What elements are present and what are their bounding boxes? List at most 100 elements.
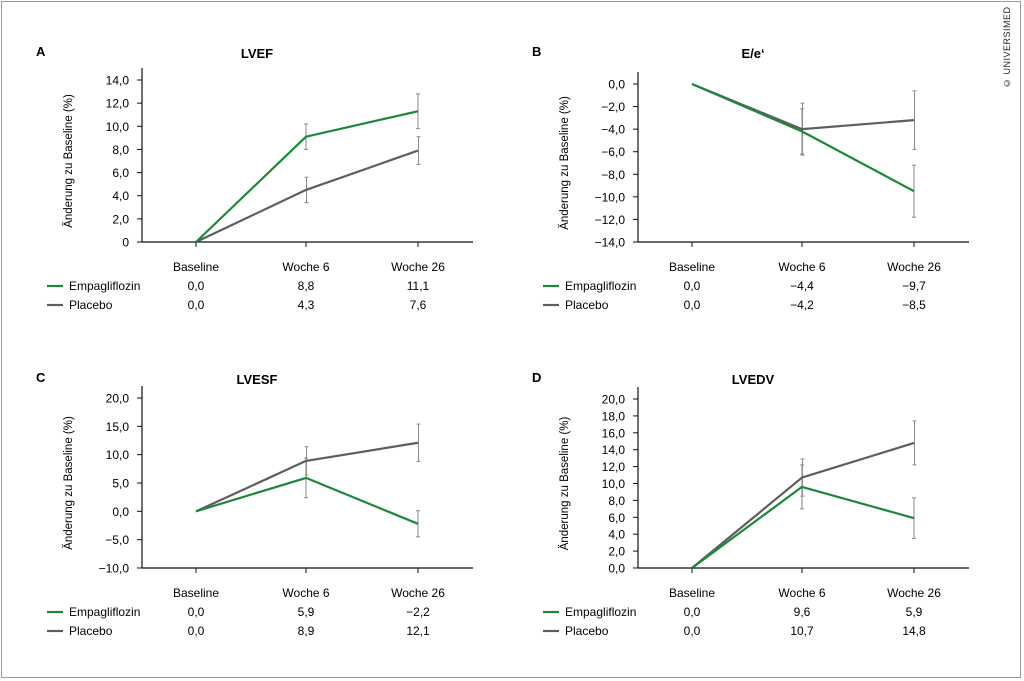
chart-panel-a: A LVEF Änderung zu Baseline (%) 0 2,0 4,0 6,0 8…: [36, 44, 473, 312]
table-value: −4,4: [790, 279, 814, 293]
x-tick-label: Woche 6: [778, 586, 825, 600]
y-tick-label: 12,0: [106, 97, 130, 111]
y-tick-label: 0: [122, 236, 129, 250]
series-line-empagliflozin: [691, 82, 915, 193]
y-axis-label: Änderung zu Baseline (%): [63, 94, 75, 228]
chart-title: LVEF: [241, 46, 273, 61]
legend-label: Placebo: [565, 624, 609, 638]
legend-label: Placebo: [69, 624, 113, 638]
table-value: 8,9: [298, 624, 315, 638]
y-tick-label: 15,0: [106, 420, 130, 434]
table-value: 5,9: [298, 605, 315, 619]
x-tick-label: Woche 26: [887, 260, 941, 274]
table-value: 5,9: [906, 605, 923, 619]
y-tick-label: 12,0: [602, 460, 626, 474]
y-tick-label: −8,0: [601, 168, 625, 182]
y-tick-label: 2,0: [608, 545, 625, 559]
x-tick-label: Baseline: [669, 586, 715, 600]
table-value: 0,0: [684, 624, 701, 638]
legend-label: Empagliflozin: [565, 605, 636, 619]
table-value: 0,0: [188, 624, 205, 638]
series-line-placebo: [195, 441, 419, 513]
table-value: 0,0: [188, 279, 205, 293]
y-tick-label: 18,0: [602, 409, 626, 423]
table-value: 8,8: [298, 279, 315, 293]
y-tick-label: 20,0: [106, 392, 130, 406]
legend-label: Placebo: [565, 298, 609, 312]
table-value: −4,2: [790, 298, 814, 312]
table-value: 9,6: [794, 605, 811, 619]
y-tick-label: 8,0: [112, 143, 129, 157]
x-tick-label: Woche 6: [282, 260, 329, 274]
table-value: 7,6: [410, 298, 427, 312]
chart-panel-c: C LVESF Änderung zu Baseline (%) −10,0 −5,0 0…: [36, 370, 473, 638]
x-tick-label: Woche 6: [778, 260, 825, 274]
y-axis-label: Änderung zu Baseline (%): [559, 417, 571, 551]
panel-letter: C: [36, 370, 46, 385]
y-tick-label: −5,0: [105, 533, 129, 547]
table-value: 0,0: [188, 298, 205, 312]
series-line-empagliflozin: [195, 110, 419, 243]
panel-letter: A: [36, 44, 46, 59]
x-tick-label: Woche 26: [887, 586, 941, 600]
x-tick-label: Woche 26: [391, 260, 445, 274]
x-tick-label: Woche 6: [282, 586, 329, 600]
y-tick-label: −6,0: [601, 145, 625, 159]
y-tick-label: −10,0: [595, 190, 626, 204]
chart-title: LVESF: [237, 372, 278, 387]
y-tick-label: 10,0: [602, 477, 626, 491]
y-tick-label: 0,0: [608, 562, 625, 576]
x-tick-label: Baseline: [173, 260, 219, 274]
y-tick-label: 8,0: [608, 494, 625, 508]
y-tick-label: 6,0: [608, 511, 625, 525]
y-tick-label: 5,0: [112, 477, 129, 491]
y-tick-label: 14,0: [602, 443, 626, 457]
table-value: −9,7: [902, 279, 926, 293]
series-line-placebo: [691, 441, 915, 569]
y-tick-label: 14,0: [106, 74, 130, 88]
x-tick-label: Baseline: [669, 260, 715, 274]
y-tick-label: −14,0: [595, 236, 626, 250]
series-line-empagliflozin: [691, 485, 915, 569]
table-value: 12,1: [406, 624, 430, 638]
table-value: 14,8: [902, 624, 926, 638]
chart-panel-b: B E/e‘ Änderung zu Baseline (%) −14,0 −12,0 −…: [532, 44, 969, 312]
y-axis-label: Änderung zu Baseline (%): [559, 96, 571, 230]
y-tick-label: 6,0: [112, 166, 129, 180]
y-tick-label: 10,0: [106, 448, 130, 462]
y-tick-label: −10,0: [99, 562, 130, 576]
chart-panel-d: D LVEDV Änderung zu Baseline (%) 0,0 2,0 4,0 6…: [532, 370, 969, 638]
table-value: 0,0: [684, 279, 701, 293]
y-tick-label: 0,0: [608, 78, 625, 92]
table-value: 0,0: [684, 605, 701, 619]
y-tick-label: −2,0: [601, 100, 625, 114]
series-line-placebo: [195, 149, 419, 243]
y-tick-label: 20,0: [602, 393, 626, 407]
y-tick-label: 4,0: [608, 528, 625, 542]
y-tick-label: 2,0: [112, 212, 129, 226]
y-tick-label: −4,0: [601, 123, 625, 137]
table-value: 0,0: [188, 605, 205, 619]
chart-title: LVEDV: [732, 372, 775, 387]
table-value: 11,1: [407, 279, 430, 293]
table-value: −2,2: [406, 605, 430, 619]
legend-label: Empagliflozin: [69, 279, 140, 293]
legend-label: Empagliflozin: [69, 605, 140, 619]
y-tick-label: 0,0: [112, 505, 129, 519]
x-tick-label: Woche 26: [391, 586, 445, 600]
legend-label: Placebo: [69, 298, 113, 312]
x-tick-label: Baseline: [173, 586, 219, 600]
panel-letter: B: [532, 44, 541, 59]
y-tick-label: −12,0: [595, 213, 626, 227]
panel-letter: D: [532, 370, 541, 385]
y-axis-label: Änderung zu Baseline (%): [63, 416, 75, 550]
series-line-empagliflozin: [195, 476, 419, 525]
y-tick-label: 16,0: [602, 426, 626, 440]
table-value: −8,5: [902, 298, 926, 312]
chart-title: E/e‘: [741, 46, 764, 61]
y-tick-label: 4,0: [112, 189, 129, 203]
table-value: 10,7: [790, 624, 814, 638]
table-value: 0,0: [684, 298, 701, 312]
